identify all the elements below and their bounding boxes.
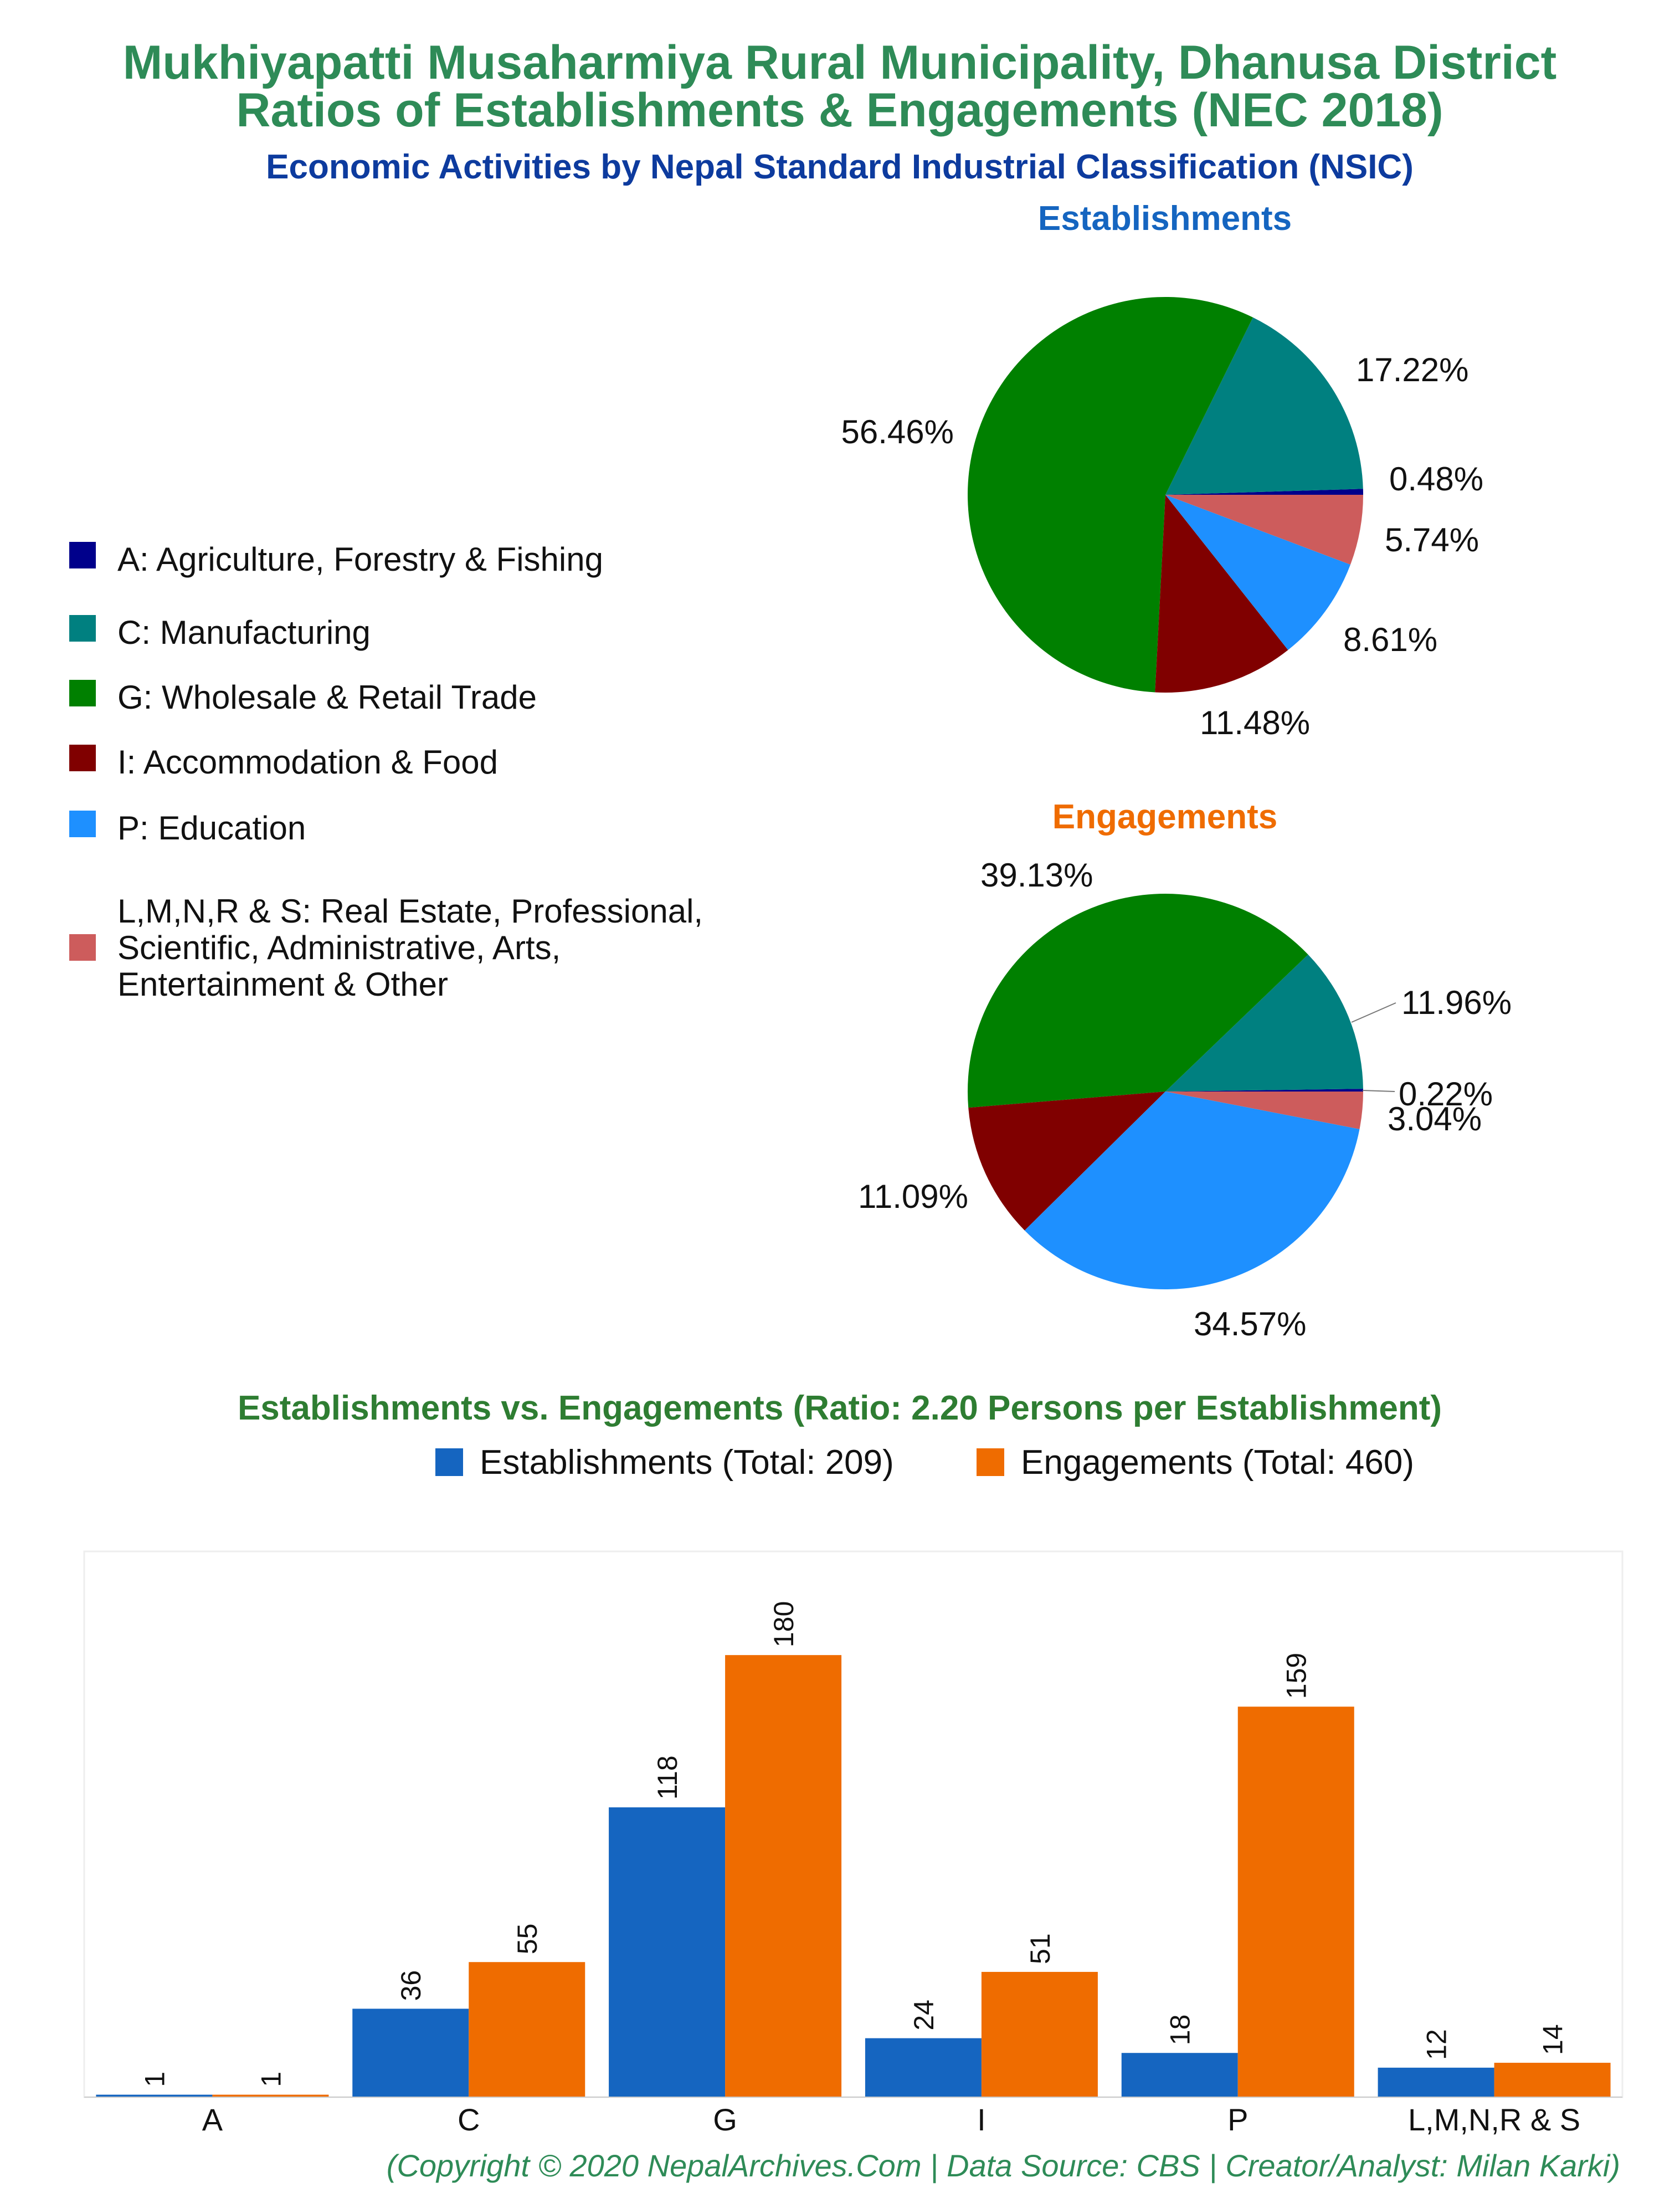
bar-value-label: 159 [1281,1653,1312,1699]
pie-label-lmnrs: 5.74% [1385,521,1479,559]
bar-establishments [96,2094,213,2097]
bar-engagements [725,1655,842,2097]
bar-engagements [981,1971,1098,2097]
bar-value-label: 51 [1025,1933,1056,1964]
pie-label-p: 34.57% [1194,1305,1307,1343]
pie-slice-lmnrs [1165,495,1364,565]
legend-label: A: Agriculture, Forestry & Fishing [117,541,603,578]
pie-label-i: 11.09% [858,1178,968,1215]
x-tick-label: A [202,2102,223,2137]
pie-engagements-title: Engagements [1052,798,1278,836]
bar-engagements [469,1962,585,2097]
legend-label: C: Manufacturing [117,614,371,651]
legend-label: Scientific, Administrative, Arts, [117,929,561,966]
x-tick-label: G [713,2102,737,2137]
bar-legend-label: Establishments (Total: 209) [480,1443,894,1482]
pie-slice-c [1165,954,1363,1092]
pie-label-lmnrs: 3.04% [1388,1100,1482,1138]
bar-value-label: 55 [512,1924,543,1955]
pie-establishments: 0.48% 17.22% 56.46% 11.48% 8.61% 5.74% [841,297,1483,741]
pie-slice-a [1165,1089,1363,1092]
bar-establishments [1121,2053,1238,2097]
bar-value-label: 1 [139,2072,170,2087]
legend-label: Entertainment & Other [117,966,448,1003]
legend-swatch [69,542,96,568]
pie-slice-p [1024,1092,1360,1290]
pie-slice-g [968,893,1308,1108]
legend-swatch [69,934,96,961]
pie-label-g: 39.13% [980,857,1093,894]
pie-label-c: 11.96% [1401,984,1512,1021]
bar-value-label: 14 [1538,2024,1569,2055]
copyright-footer: (Copyright © 2020 NepalArchives.Com | Da… [387,2148,1620,2184]
bar-engagements [212,2094,329,2097]
x-tick-label: C [458,2102,480,2137]
pie-establishments-title: Establishments [1038,199,1292,238]
bar-engagements [1237,1707,1354,2097]
pie-slice-g [968,297,1253,693]
x-tick-label: I [977,2102,986,2137]
bar-value-label: 36 [395,1970,427,2001]
pie-engagements: 0.22% 11.96% 39.13% 11.09% 34.57% 3.04% [858,857,1512,1343]
pie-label-a: 0.48% [1389,460,1483,498]
bar-establishments [1378,2067,1494,2097]
legend-label: P: Education [117,809,306,847]
subtitle: Economic Activities by Nepal Standard In… [266,148,1414,186]
pie-leader-line [1362,1090,1395,1092]
bar-value-label: 118 [652,1755,683,1800]
bar-value-label: 12 [1421,2029,1452,2060]
bar-establishments [865,2038,982,2097]
bar-legend-label: Engagements (Total: 460) [1021,1443,1414,1482]
bar-legend-swatch [435,1448,463,1476]
bar-chart-title: Establishments vs. Engagements (Ratio: 2… [238,1389,1442,1427]
pie-label-c: 17.22% [1356,351,1469,388]
bar-legend: Establishments (Total: 209) Engagements (… [435,1443,1414,1482]
pie-label-p: 8.61% [1343,621,1437,658]
pie-slice-lmnrs [1165,1092,1363,1129]
legend-label: L,M,N,R & S: Real Estate, Professional, [117,893,703,930]
title-line-1: Mukhiyapatti Musaharmiya Rural Municipal… [123,36,1557,89]
bar-chart: 1 1 A 36 55 C 118 180 G 24 51 I 18 159 P 12 14 L,M,N,R & … [84,1601,1622,2137]
legend-swatch [69,745,96,771]
pie-slice-a [1165,489,1363,495]
pie-label-i: 11.48% [1200,704,1310,741]
bar-value-label: 1 [255,2072,286,2087]
category-legend: A: Agriculture, Forestry & Fishing C: Man… [69,541,703,1003]
bar-establishments [609,1807,726,2097]
bar-value-label: 24 [908,2000,939,2031]
bar-value-label: 18 [1165,2015,1196,2046]
pie-slice-i [968,1092,1165,1231]
legend-swatch [69,811,96,837]
x-tick-label: L,M,N,R & S [1408,2102,1580,2137]
pie-slice-p [1165,495,1351,650]
bar-legend-swatch [977,1448,1004,1476]
pie-label-g: 56.46% [841,413,954,450]
bar-engagements [1494,2062,1611,2097]
legend-swatch [69,680,96,706]
x-tick-label: P [1227,2102,1248,2137]
pie-leader-line [1351,1002,1396,1023]
pie-label-a: 0.22% [1399,1075,1493,1113]
legend-swatch [69,615,96,642]
bar-establishments [352,2008,469,2097]
legend-label: I: Accommodation & Food [117,744,498,781]
bar-value-label: 180 [768,1601,799,1647]
plot-area [83,1550,1624,2098]
legend-label: G: Wholesale & Retail Trade [117,679,537,716]
title-line-2: Ratios of Establishments & Engagements (… [236,84,1443,137]
pie-slice-i [1155,495,1288,693]
pie-slice-c [1165,317,1363,495]
